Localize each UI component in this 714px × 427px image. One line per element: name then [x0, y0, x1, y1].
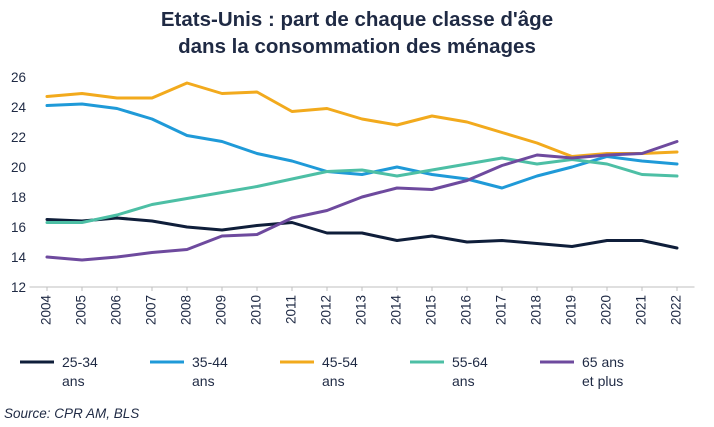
x-tick-label: 2017	[494, 295, 509, 325]
y-tick-label: 24	[11, 100, 27, 115]
chart-title-line-1: Etats-Unis : part de chaque classe d'âge	[160, 8, 554, 31]
series-line-45-54-ans	[45, 81, 679, 158]
x-tick-label: 2008	[179, 295, 194, 325]
legend-label: 45-54	[322, 354, 358, 370]
x-tick-label: 2019	[564, 295, 579, 325]
y-tick-label: 22	[11, 130, 26, 145]
x-tick-label: 2006	[109, 295, 124, 325]
legend-label: 55-64	[452, 354, 488, 370]
series-line-55-64-ans	[45, 156, 679, 224]
x-tick-label: 2007	[144, 295, 159, 325]
series-line-65-ans-et-plus	[45, 140, 679, 262]
series-line-35-44-ans	[45, 102, 679, 190]
x-tick-label: 2015	[424, 295, 439, 325]
y-tick-label: 20	[11, 160, 26, 175]
chart-title-line-2: dans la consommation des ménages	[178, 35, 536, 58]
legend-label: 35-44	[192, 354, 228, 370]
x-tick-label: 2022	[669, 295, 684, 325]
x-tick-label: 2014	[389, 295, 404, 326]
legend-label: 25-34	[62, 354, 98, 370]
legend-label: ans	[62, 373, 85, 389]
legend-label: ans	[192, 373, 215, 389]
x-tick-label: 2004	[39, 295, 54, 326]
y-tick-label: 12	[11, 280, 26, 295]
x-tick-label: 2018	[529, 295, 544, 325]
x-tick-label: 2016	[459, 295, 474, 325]
x-tick-label: 2010	[249, 295, 264, 325]
x-tick-label: 2012	[319, 295, 334, 325]
y-tick-label: 14	[11, 250, 27, 265]
chart-title: Etats-Unis : part de chaque classe d'âge…	[0, 6, 714, 60]
x-tick-label: 2011	[284, 295, 299, 324]
legend-label: et plus	[582, 373, 623, 389]
y-tick-label: 18	[11, 190, 26, 205]
source-note: Source: CPR AM, BLS	[4, 406, 140, 421]
x-tick-label: 2005	[74, 295, 89, 325]
y-tick-label: 26	[11, 70, 26, 85]
legend-label: ans	[452, 373, 475, 389]
y-tick-label: 16	[11, 220, 26, 235]
x-tick-label: 2013	[354, 295, 369, 325]
series-line-25-34-ans	[45, 216, 679, 250]
x-tick-label: 2009	[214, 295, 229, 325]
x-tick-label: 2020	[599, 295, 614, 325]
x-tick-label: 2021	[634, 295, 649, 325]
legend-label: 65 ans	[582, 354, 624, 370]
legend-label: ans	[322, 373, 345, 389]
